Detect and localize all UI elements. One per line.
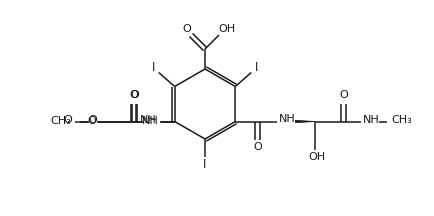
Text: O: O bbox=[129, 91, 138, 100]
Text: NH: NH bbox=[278, 114, 295, 124]
Text: OH: OH bbox=[308, 152, 325, 162]
Text: OH: OH bbox=[218, 24, 235, 34]
Text: NH: NH bbox=[362, 116, 379, 125]
Text: NH: NH bbox=[140, 116, 157, 125]
Text: O: O bbox=[338, 91, 347, 100]
Text: O: O bbox=[182, 24, 191, 34]
Polygon shape bbox=[295, 120, 315, 123]
Text: I: I bbox=[151, 61, 155, 74]
Text: NH: NH bbox=[142, 116, 159, 127]
Text: CH₃: CH₃ bbox=[390, 116, 411, 125]
Text: I: I bbox=[203, 157, 206, 170]
Text: O: O bbox=[252, 143, 261, 152]
Text: O: O bbox=[87, 116, 96, 127]
Text: CH₃: CH₃ bbox=[50, 116, 71, 127]
Text: O: O bbox=[63, 116, 72, 125]
Text: O: O bbox=[88, 116, 97, 125]
Text: O: O bbox=[130, 91, 139, 100]
Text: I: I bbox=[254, 61, 257, 74]
